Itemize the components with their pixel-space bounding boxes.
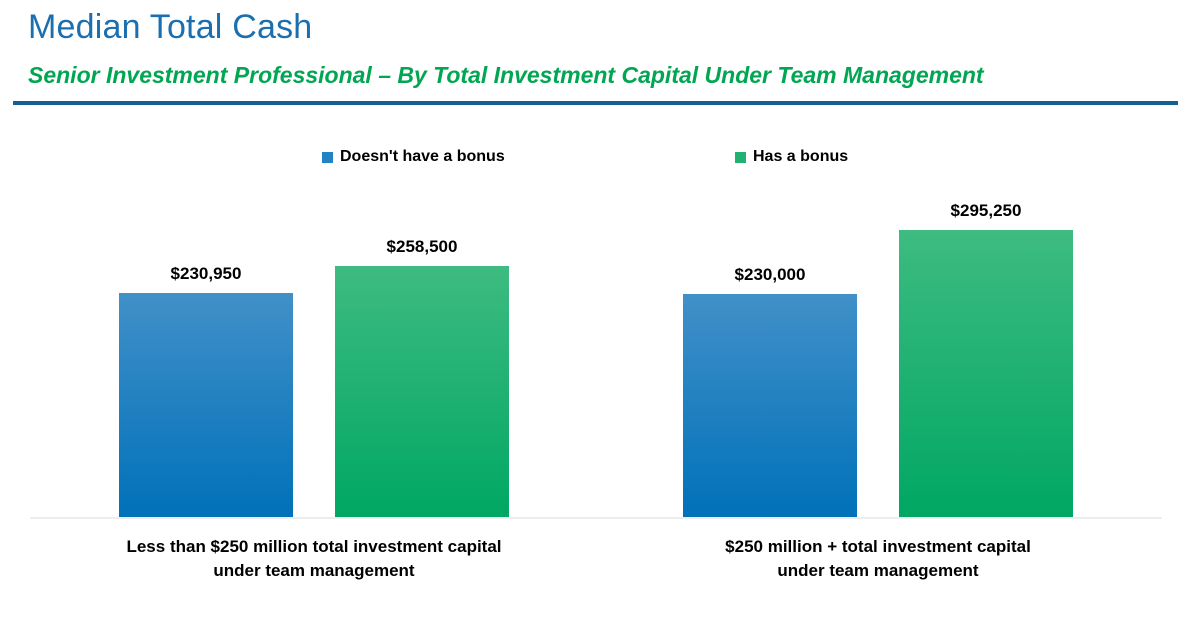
data-label: $230,000: [734, 265, 806, 284]
legend-swatch-blue-icon: [322, 151, 333, 163]
category-label-group2: $250 million + total investment capital …: [648, 535, 1108, 583]
category-label-group1: Less than $250 million total investment …: [84, 535, 544, 583]
bar-group1-has-bonus: [335, 266, 509, 518]
x-axis-baseline: [30, 517, 1162, 519]
bar-slot-group2-no-bonus: $230,000: [683, 265, 857, 518]
legend-label-no-bonus: Doesn't have a bonus: [340, 148, 505, 165]
category-label-line: $250 million + total investment capital: [725, 537, 1031, 556]
bar-slot-group2-has-bonus: $295,250: [899, 201, 1073, 518]
bar-slot-group1-has-bonus: $258,500: [335, 237, 509, 518]
legend-swatch-green-icon: [735, 151, 746, 163]
page-subtitle: Senior Investment Professional – By Tota…: [28, 62, 984, 88]
data-label: $258,500: [386, 237, 458, 256]
bar-slot-group1-no-bonus: $230,950: [119, 264, 293, 518]
bar-group2-no-bonus: [683, 294, 857, 518]
header-divider-rule: [13, 101, 1178, 105]
page-title: Median Total Cash: [28, 8, 313, 46]
legend-item-no-bonus: Doesn't have a bonus: [322, 148, 505, 166]
legend-label-has-bonus: Has a bonus: [753, 148, 849, 165]
data-label: $295,250: [950, 201, 1022, 220]
legend-item-has-bonus: Has a bonus: [735, 148, 848, 166]
bar-group2-has-bonus: [899, 230, 1073, 518]
bar-group1-no-bonus: [119, 293, 293, 518]
category-label-line: under team management: [213, 561, 415, 580]
category-label-line: under team management: [777, 561, 979, 580]
data-label: $230,950: [170, 264, 242, 283]
category-label-line: Less than $250 million total investment …: [126, 537, 502, 556]
